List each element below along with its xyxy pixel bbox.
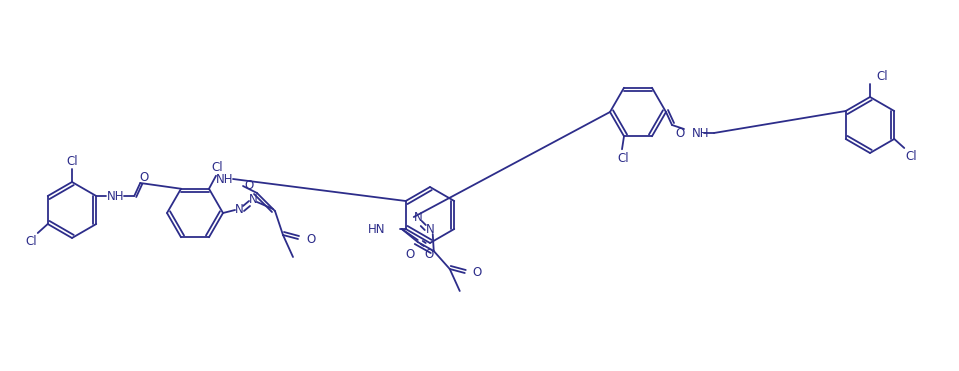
Text: Cl: Cl (66, 154, 78, 167)
Text: N: N (426, 223, 434, 236)
Text: HN: HN (368, 223, 386, 236)
Text: O: O (306, 233, 316, 246)
Text: Cl: Cl (905, 150, 917, 162)
Text: O: O (473, 266, 482, 279)
Text: O: O (245, 178, 253, 191)
Text: O: O (675, 127, 685, 139)
Text: N: N (413, 210, 422, 223)
Text: Cl: Cl (618, 152, 629, 165)
Text: NH: NH (692, 127, 710, 139)
Text: N: N (248, 193, 257, 206)
Text: NH: NH (216, 173, 233, 186)
Text: O: O (405, 247, 414, 260)
Text: Cl: Cl (876, 69, 888, 82)
Text: O: O (140, 171, 149, 184)
Text: Cl: Cl (211, 161, 222, 174)
Text: O: O (424, 247, 433, 260)
Text: NH: NH (106, 190, 124, 203)
Text: Cl: Cl (25, 234, 36, 247)
Text: N: N (235, 203, 244, 216)
